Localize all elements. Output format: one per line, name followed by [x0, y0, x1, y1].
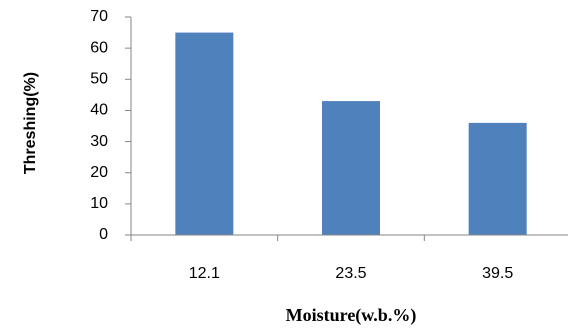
y-tick-label-3: 30	[90, 133, 108, 150]
bar-2	[468, 122, 527, 235]
x-axis-label: Moisture(w.b.%)	[286, 305, 417, 326]
x-tick-label-1: 23.5	[335, 265, 366, 282]
plot-area: 0 10 20 30 40 50 60 70 12.1 23.5 39.5	[90, 8, 568, 282]
bar-0	[175, 32, 234, 236]
y-tick-label-5: 50	[90, 71, 108, 88]
y-tick-label-0: 0	[99, 226, 108, 243]
y-tick-label-2: 20	[90, 164, 108, 181]
bar-1	[322, 101, 380, 235]
x-tick-label-0: 12.1	[189, 265, 220, 282]
y-tick-label-4: 40	[90, 102, 108, 119]
y-tick-label-7: 70	[90, 8, 108, 25]
y-tick-label-1: 10	[90, 195, 108, 212]
x-tick-label-2: 39.5	[482, 265, 513, 282]
y-axis-label: Threshing(%)	[22, 72, 39, 174]
y-tick-label-6: 60	[90, 39, 108, 56]
